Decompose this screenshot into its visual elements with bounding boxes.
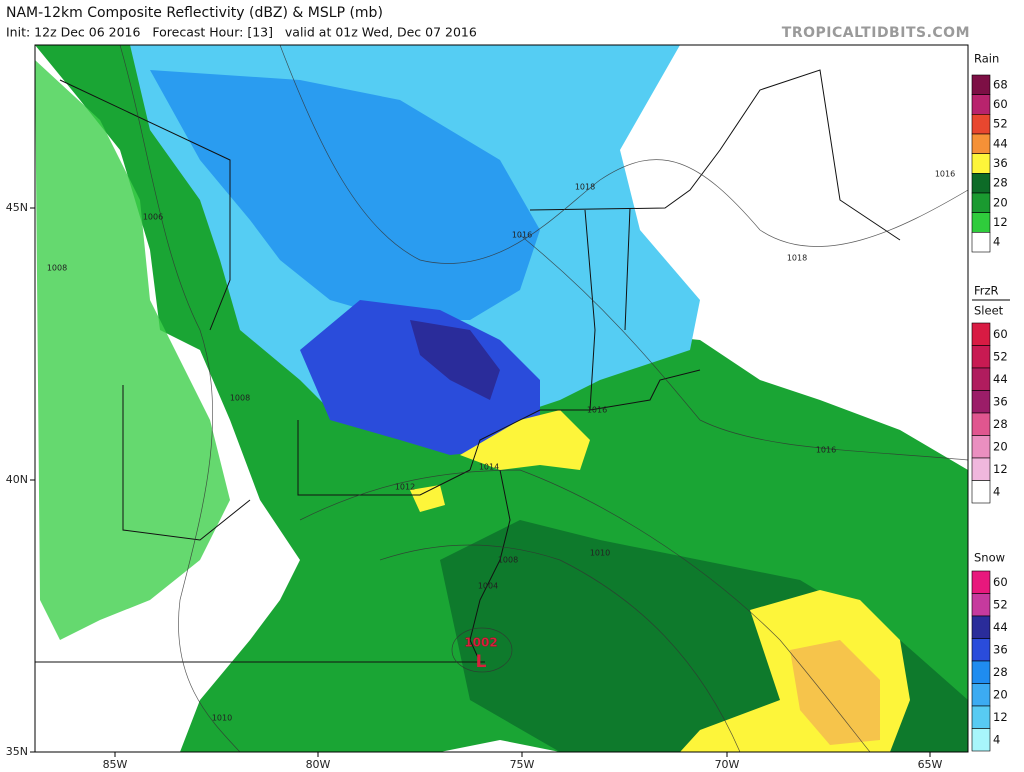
colorbar-swatch	[971, 192, 991, 213]
colorbar-swatch	[971, 133, 991, 154]
lat-label: 45N	[6, 201, 28, 214]
colorbar-label: 52	[993, 597, 1008, 611]
colorbar-swatch	[971, 345, 991, 369]
isobar-label: 1004	[478, 582, 498, 591]
colorbar-swatch	[971, 173, 991, 194]
colorbar-label: 36	[993, 156, 1008, 170]
isobar-label: 1014	[479, 463, 499, 472]
isobar-label: 1008	[47, 264, 67, 273]
isobars	[119, 45, 968, 752]
colorbar-swatch	[971, 74, 991, 95]
colorbar-swatch	[971, 728, 991, 752]
colorbar-swatch	[971, 212, 991, 233]
isobar-label: 1010	[590, 549, 610, 558]
colorbar-label: 28	[993, 665, 1008, 679]
colorbar-label: 4	[993, 484, 1000, 498]
colorbar-swatch	[971, 705, 991, 729]
isobar-label: 1008	[498, 556, 518, 565]
rain-light	[35, 60, 230, 640]
colorbar-swatch	[971, 660, 991, 684]
mix-core	[790, 640, 880, 745]
colorbar-swatch	[971, 457, 991, 481]
colorbar-label: 36	[993, 394, 1008, 408]
isobar-label: 1016	[512, 231, 532, 240]
snow-core	[410, 320, 500, 400]
colorbar-swatch	[971, 412, 991, 436]
colorbar-label: 68	[993, 77, 1008, 91]
colorbar-swatch	[971, 570, 991, 594]
colorbar-label: 52	[993, 349, 1008, 363]
colorbar-label: 44	[993, 372, 1008, 386]
legend-title: FrzR	[974, 284, 999, 298]
colorbar-label: 52	[993, 117, 1008, 131]
colorbar-swatch	[971, 615, 991, 639]
low-symbol: L	[476, 652, 487, 672]
colorbar-label: 4	[993, 732, 1000, 746]
colorbar-swatch	[971, 153, 991, 174]
isobar-label: 1018	[575, 183, 595, 192]
colorbar-swatch	[971, 638, 991, 662]
colorbar-swatch	[971, 480, 991, 504]
colorbar-label: 60	[993, 575, 1008, 589]
low-pressure: 1002	[464, 636, 497, 650]
colorbar-label: 60	[993, 327, 1008, 341]
colorbar-swatch	[971, 94, 991, 115]
colorbar-swatch	[971, 232, 991, 253]
colorbar-swatch	[971, 367, 991, 391]
lon-label: 65W	[918, 758, 943, 771]
legend-title: Rain	[974, 52, 999, 66]
colorbar-label: 12	[993, 710, 1008, 724]
source: TROPICALTIDBITS.COM	[782, 25, 970, 41]
legend-title: Snow	[974, 551, 1005, 565]
colorbar-label: 4	[993, 235, 1000, 249]
isobar-label: 1018	[787, 254, 807, 263]
colorbar-label: 44	[993, 620, 1008, 634]
colorbar-label: 44	[993, 136, 1008, 150]
isobar-label: 1008	[230, 394, 250, 403]
mix-area-3	[410, 485, 445, 512]
lon-label: 75W	[510, 758, 535, 771]
colorbar-label: 20	[993, 439, 1008, 453]
colorbar-label: 60	[993, 97, 1008, 111]
colorbar-swatch	[971, 593, 991, 617]
isobar-label: 1012	[395, 483, 415, 492]
colorbar-label: 28	[993, 417, 1008, 431]
colorbar-swatch	[971, 683, 991, 707]
snow-heavy	[300, 300, 540, 455]
boundaries	[35, 69, 901, 663]
isobar-label: 1016	[935, 170, 955, 179]
colorbar-swatch	[971, 114, 991, 135]
title: NAM-12km Composite Reflectivity (dBZ) & …	[6, 5, 383, 21]
isobar-label: 1016	[587, 406, 607, 415]
colorbar-swatch	[971, 390, 991, 414]
map	[34, 44, 969, 753]
snow-mid	[150, 70, 540, 320]
lat-label: 35N	[6, 745, 28, 758]
colorbar-label: 28	[993, 176, 1008, 190]
map-frame	[34, 44, 969, 753]
isobar-label: 1016	[816, 446, 836, 455]
lon-label: 70W	[715, 758, 740, 771]
lon-label: 80W	[306, 758, 331, 771]
colorbar-label: 20	[993, 687, 1008, 701]
colorbar-label: 20	[993, 195, 1008, 209]
colorbar-swatch	[971, 435, 991, 459]
colorbar-label: 12	[993, 462, 1008, 476]
colorbar-swatch	[971, 322, 991, 346]
colorbar-label: 12	[993, 215, 1008, 229]
legend-title: Sleet	[974, 304, 1004, 318]
lon-label: 85W	[103, 758, 128, 771]
colorbar-label: 36	[993, 642, 1008, 656]
isobar-label: 1006	[143, 213, 163, 222]
lat-label: 40N	[6, 473, 28, 486]
mix-area	[460, 410, 590, 470]
subtitle: Init: 12z Dec 06 2016 Forecast Hour: [13…	[6, 25, 477, 40]
isobar-label: 1010	[212, 714, 232, 723]
